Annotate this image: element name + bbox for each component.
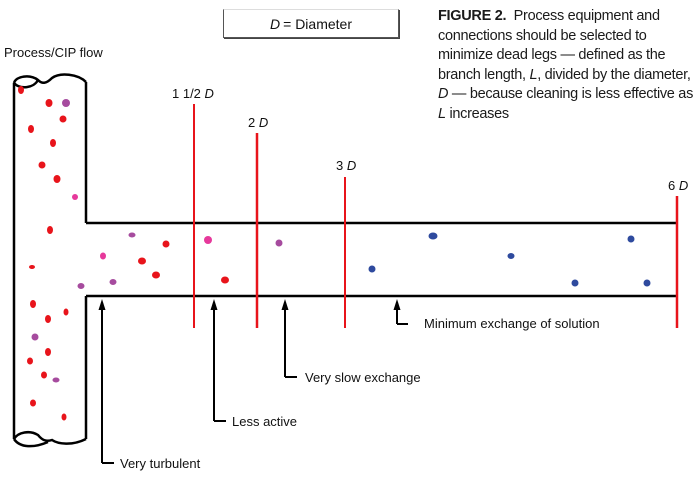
svg-text:6 D: 6 D	[668, 178, 688, 193]
marker-2D: 2 D	[248, 115, 268, 328]
marker-1-5D: 1 1/2 D	[172, 86, 214, 328]
caption-text: Process equipment and connections should…	[438, 8, 666, 83]
annotation-less-active: Less active	[210, 299, 297, 429]
svg-text:Very turbulent: Very turbulent	[120, 456, 201, 471]
svg-text:3 D: 3 D	[336, 158, 356, 173]
branch-pipe	[86, 221, 678, 298]
annotation-very-slow-exchange: Very slow exchange	[281, 299, 421, 385]
legend-symbol: D	[270, 15, 281, 32]
caption-italic-D: D	[438, 86, 449, 102]
caption-text: increases	[445, 105, 509, 122]
particles-branch	[77, 232, 651, 289]
marker-3D: 3 D	[336, 158, 356, 328]
svg-text:Less active: Less active	[232, 414, 297, 429]
marker-6D: 6 D	[668, 178, 688, 328]
caption-text: — because cleaning is less effective as	[448, 86, 694, 102]
caption-italic-L: L	[529, 66, 538, 83]
caption-label: FIGURE 2.	[438, 8, 507, 24]
annotation-very-turbulent: Very turbulent	[98, 299, 201, 471]
annotation-minimum-exchange: Minimum exchange of solution	[393, 299, 600, 331]
svg-text:1 1/2 D: 1 1/2 D	[172, 86, 214, 101]
legend-text: = Diameter	[283, 15, 352, 32]
diameter-legend-box: D = Diameter	[223, 9, 399, 38]
particles-main-pipe	[18, 86, 78, 421]
main-pipe-label: Process/CIP flow	[4, 45, 103, 60]
caption-italic-L: L	[438, 105, 446, 122]
svg-text:Minimum exchange of solution: Minimum exchange of solution	[424, 316, 600, 331]
svg-text:2 D: 2 D	[248, 115, 268, 130]
main-pipe	[12, 73, 88, 448]
svg-text:Very slow exchange: Very slow exchange	[305, 370, 421, 385]
caption-text: , divided by the diameter,	[537, 66, 691, 83]
figure-caption: FIGURE 2. Process equipment and connecti…	[438, 7, 700, 124]
